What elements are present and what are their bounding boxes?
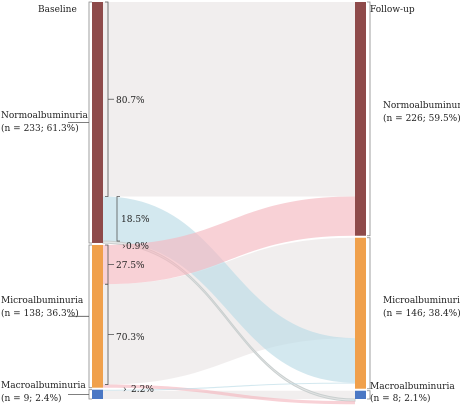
flow-label-normo-micro: 18.5%: [121, 215, 150, 225]
right-node-detail-normo: (n = 226; 59.5%): [383, 113, 460, 124]
left-node-bar-micro: [92, 244, 103, 388]
right-node-detail-micro: (n = 146; 38.4%): [383, 308, 460, 319]
flow-pointer-micro-macro: ›: [123, 385, 127, 395]
right-node-label-macro: Macroalbuminuria: [370, 382, 455, 392]
flows-layer: [102, 2, 356, 405]
left-node-detail-micro: (n = 138; 36.3%): [1, 308, 79, 319]
left-node-bracket-normo: [88, 1, 92, 244]
flow-label-micro-normo: 27.5%: [116, 261, 145, 271]
left-axis-title: Baseline: [38, 5, 77, 15]
right-node-bar-micro: [355, 237, 366, 389]
brackets-layer: ››: [68, 1, 371, 400]
flow-label-normo-macro: 0.9%: [126, 242, 149, 252]
flow-micro-to-macro: [103, 384, 355, 405]
left-node-bar-macro: [92, 389, 103, 399]
right-node-bracket-macro: [367, 390, 371, 400]
right-node-bar-normo: [355, 2, 366, 236]
left-node-bar-normo: [92, 2, 103, 243]
left-node-detail-normo: (n = 233; 61.3%): [1, 123, 79, 134]
left-node-label-micro: Microalbuminuria: [1, 296, 84, 306]
left-node-bracket-macro: [88, 389, 92, 400]
left-node-label-macro: Macroalbuminuria: [1, 381, 86, 391]
right-node-detail-macro: (n = 8; 2.1%): [370, 393, 431, 404]
right-node-bracket-micro: [367, 237, 371, 390]
flow-micro-to-normo: [103, 196, 355, 285]
right-node-label-normo: Normoalbuminuria: [383, 101, 460, 111]
left-node-label-normo: Normoalbuminuria: [1, 111, 89, 121]
right-node-label-micro: Microalbuminuria: [383, 296, 460, 306]
left-node-bracket-micro: [88, 244, 92, 389]
flow-bracket-normo-micro: [116, 196, 120, 242]
right-node-bracket-normo: [367, 1, 371, 237]
flow-normo-to-normo: [103, 2, 355, 197]
flow-label-micro-micro: 70.3%: [116, 333, 145, 343]
flow-label-micro-macro: 2.2%: [131, 385, 154, 395]
right-axis-title: Follow-up: [370, 5, 415, 15]
left-node-detail-macro: (n = 9; 2.4%): [1, 393, 62, 404]
flow-pointer-normo-macro: ›: [122, 242, 126, 252]
right-node-bar-macro: [355, 390, 366, 399]
flow-label-normo-normo: 80.7%: [116, 96, 145, 106]
flow-macro-to-micro: [103, 382, 355, 391]
nodes-layer: [92, 2, 366, 399]
